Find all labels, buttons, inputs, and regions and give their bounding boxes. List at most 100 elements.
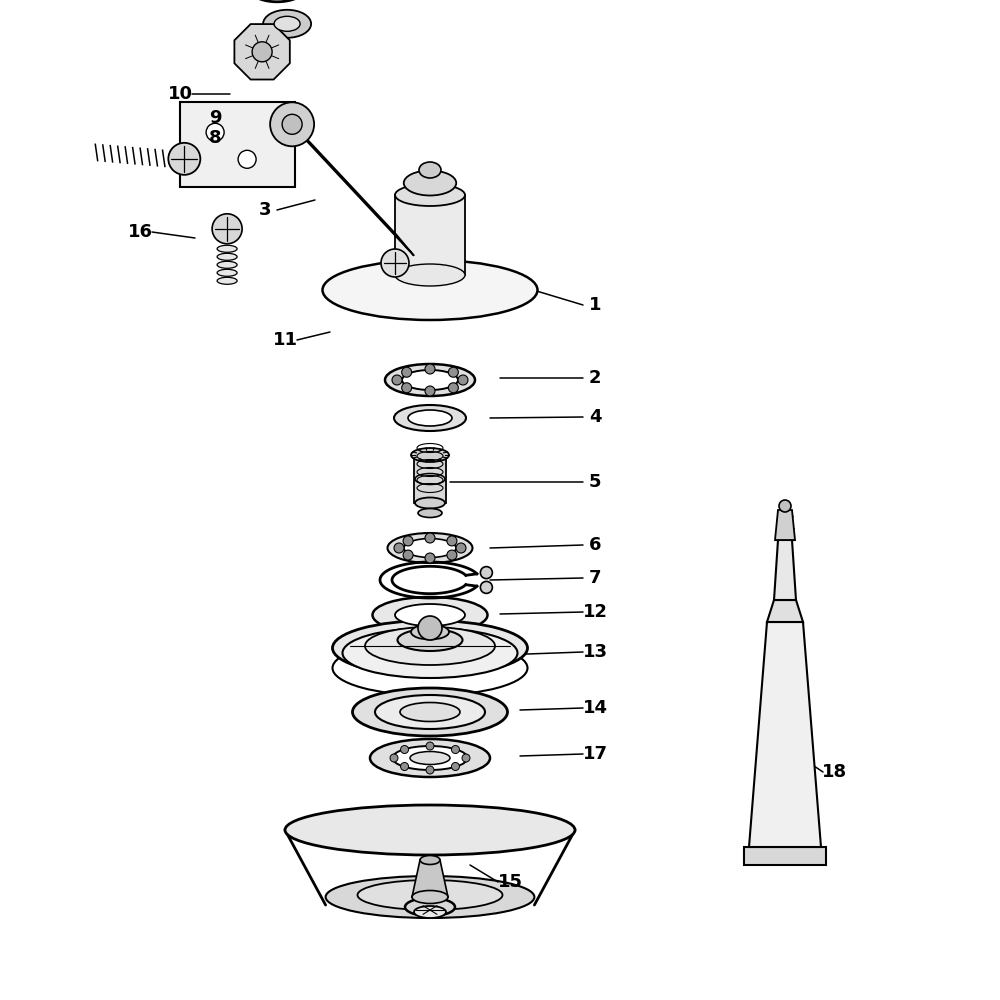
Circle shape [425,533,435,543]
Ellipse shape [217,269,237,276]
Ellipse shape [395,184,465,206]
Ellipse shape [365,627,495,665]
Ellipse shape [411,448,449,462]
Ellipse shape [322,260,538,320]
Circle shape [403,550,413,560]
Circle shape [462,754,470,762]
Ellipse shape [411,624,449,640]
Polygon shape [234,24,290,80]
Circle shape [456,543,466,553]
Polygon shape [749,622,821,847]
Circle shape [168,143,200,175]
Ellipse shape [419,162,441,178]
Circle shape [381,249,409,277]
Ellipse shape [358,880,503,910]
Ellipse shape [418,508,442,518]
Text: 12: 12 [582,603,608,621]
Text: 9: 9 [209,109,221,127]
Ellipse shape [402,370,458,390]
Ellipse shape [217,253,237,260]
Polygon shape [775,510,795,540]
Circle shape [426,766,434,774]
Circle shape [394,543,404,553]
Ellipse shape [415,474,445,485]
Circle shape [425,553,435,563]
Ellipse shape [342,628,518,678]
Ellipse shape [263,10,311,38]
Ellipse shape [404,170,456,196]
Circle shape [451,746,459,754]
Circle shape [282,114,302,134]
Ellipse shape [370,739,490,777]
Ellipse shape [352,688,508,736]
Polygon shape [774,540,796,600]
Text: 13: 13 [582,643,608,661]
Polygon shape [283,114,414,256]
Text: 5: 5 [589,473,601,491]
Ellipse shape [410,752,450,764]
Circle shape [252,42,272,62]
Polygon shape [767,600,803,622]
Circle shape [447,536,457,546]
Ellipse shape [398,629,462,651]
Circle shape [426,742,434,750]
Text: 7: 7 [589,569,601,587]
Text: 3: 3 [259,201,271,219]
Circle shape [238,150,256,168]
Polygon shape [180,102,295,187]
Ellipse shape [285,805,575,855]
Ellipse shape [415,497,445,508]
Text: 16: 16 [128,223,152,241]
Text: 2: 2 [589,369,601,387]
Circle shape [390,754,398,762]
Text: 8: 8 [209,129,221,147]
Ellipse shape [332,620,528,676]
Circle shape [447,550,457,560]
Ellipse shape [385,364,475,396]
Ellipse shape [217,261,237,268]
Circle shape [480,581,492,593]
Text: 15: 15 [498,873,522,891]
Circle shape [448,367,458,377]
Circle shape [480,567,492,579]
Text: 10: 10 [168,85,192,103]
Circle shape [206,123,224,141]
Text: 6: 6 [589,536,601,554]
Circle shape [448,383,458,393]
Ellipse shape [420,856,440,864]
Ellipse shape [404,538,456,558]
Circle shape [401,762,409,770]
Ellipse shape [394,405,466,431]
Ellipse shape [395,604,465,626]
Circle shape [402,367,412,377]
Ellipse shape [414,906,446,918]
Circle shape [270,102,314,146]
Text: 17: 17 [582,745,608,763]
Ellipse shape [326,876,534,918]
Text: 18: 18 [822,763,848,781]
Ellipse shape [400,702,460,722]
Circle shape [779,500,791,512]
Circle shape [392,375,402,385]
Text: 14: 14 [582,699,608,717]
Ellipse shape [412,890,448,904]
Ellipse shape [395,264,465,286]
Circle shape [402,383,412,393]
Ellipse shape [405,898,455,916]
Ellipse shape [408,410,452,426]
Text: 11: 11 [272,331,298,349]
Ellipse shape [375,695,485,729]
Polygon shape [412,860,448,897]
Ellipse shape [372,597,488,633]
Polygon shape [414,455,446,503]
Text: 1: 1 [589,296,601,314]
Ellipse shape [274,16,300,31]
Circle shape [212,214,242,244]
Ellipse shape [392,746,468,770]
Circle shape [403,536,413,546]
Circle shape [425,386,435,396]
Circle shape [458,375,468,385]
Circle shape [418,616,442,640]
Circle shape [451,762,459,770]
Polygon shape [744,847,826,865]
